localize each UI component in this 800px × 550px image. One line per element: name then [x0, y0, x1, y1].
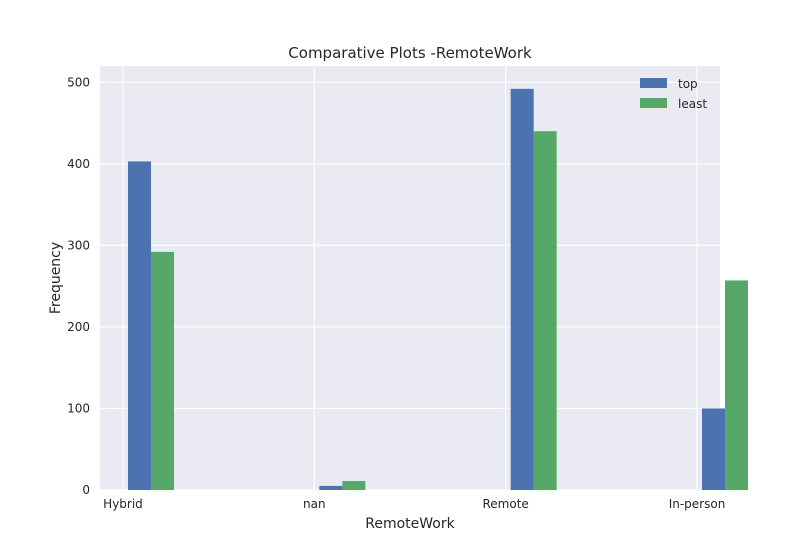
- x-tick-label: In-person: [669, 497, 726, 511]
- legend-label-least: least: [678, 97, 707, 111]
- y-tick-label: 200: [67, 320, 90, 334]
- x-tick-label: Remote: [483, 497, 529, 511]
- y-tick-label: 300: [67, 238, 90, 252]
- bar-top-remote: [510, 88, 534, 490]
- bar-top-hybrid: [128, 161, 151, 490]
- y-tick-labels: 0 100 200 300 400 500: [67, 75, 90, 497]
- y-tick-label: 400: [67, 157, 90, 171]
- bar-least-remote: [533, 131, 557, 490]
- bar-top-in-person: [702, 408, 725, 490]
- legend: top least: [640, 77, 707, 111]
- plot-background: [100, 66, 720, 490]
- x-axis-label: RemoteWork: [365, 516, 455, 532]
- legend-swatch-top: [640, 78, 667, 88]
- grid: [100, 66, 720, 491]
- bar-least-nan: [342, 481, 366, 490]
- chart-title: Comparative Plots -RemoteWork: [288, 44, 532, 62]
- y-tick-label: 0: [82, 483, 90, 497]
- bar-least-hybrid: [151, 251, 174, 490]
- y-tick-label: 100: [67, 401, 90, 415]
- bars: [128, 88, 748, 490]
- x-tick-label: Hybrid: [103, 497, 143, 511]
- bar-top-nan: [319, 485, 343, 490]
- bar-least-in-person: [725, 280, 748, 490]
- x-tick-label: nan: [303, 497, 326, 511]
- y-tick-label: 500: [67, 75, 90, 89]
- y-axis-label: Frequency: [48, 242, 64, 314]
- legend-swatch-least: [640, 98, 667, 108]
- x-tick-labels: Hybrid nan Remote In-person: [103, 497, 725, 511]
- legend-label-top: top: [678, 77, 698, 91]
